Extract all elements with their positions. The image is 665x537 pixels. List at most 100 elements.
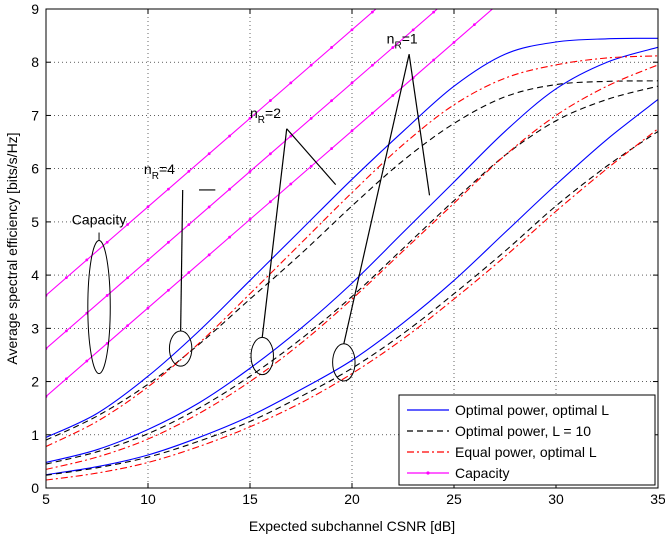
capacity-marker [269, 200, 272, 204]
capacity-marker [146, 306, 150, 310]
capacity-marker [126, 324, 129, 328]
capacity-marker [146, 205, 150, 209]
y-tick-label: 2 [31, 374, 39, 390]
capacity-marker [65, 377, 68, 381]
axis-ticks: 5 10 15 20 25 30 35 0 1 2 3 4 5 6 7 8 9 [31, 1, 665, 507]
annotation-capacity-label: Capacity [72, 212, 126, 228]
capacity-marker [330, 147, 333, 150]
series-line-11 [46, 128, 658, 481]
y-tick-label: 7 [31, 107, 39, 123]
x-tick-label: 25 [446, 491, 462, 507]
capacity-marker [350, 129, 354, 133]
capacity-marker [187, 271, 191, 274]
capacity-marker [350, 81, 354, 85]
capacity-marker [167, 240, 170, 244]
capacity-marker [289, 182, 293, 186]
capacity-marker [248, 116, 252, 120]
capacity-marker [187, 169, 191, 173]
annotation-pointer-5 [408, 54, 431, 196]
series-line-4 [46, 46, 658, 463]
x-tick-label: 35 [650, 491, 665, 507]
series-line-7 [46, 85, 658, 465]
capacity-marker [248, 170, 252, 173]
capacity-marker [187, 223, 191, 227]
y-tick-label: 0 [31, 480, 39, 496]
capacity-marker [248, 218, 252, 221]
capacity-marker [85, 258, 89, 262]
x-tick-label: 15 [242, 491, 258, 507]
capacity-marker [65, 276, 68, 280]
capacity-marker [371, 111, 374, 115]
legend-label-3: Capacity [455, 465, 509, 481]
capacity-marker [473, 23, 476, 27]
capacity-marker [330, 46, 333, 49]
y-tick-label: 4 [31, 267, 39, 283]
series-line-8 [46, 130, 658, 476]
y-tick-label: 5 [31, 214, 39, 230]
capacity-marker [330, 99, 333, 103]
capacity-marker [207, 253, 211, 257]
capacity-marker [167, 288, 170, 292]
capacity-marker [289, 134, 293, 138]
annotation-pointer-0 [180, 189, 184, 332]
capacity-marker [350, 28, 354, 32]
capacity-marker [228, 235, 232, 239]
capacity-marker [228, 187, 232, 191]
capacity-marker [65, 329, 68, 333]
capacity-marker [391, 46, 395, 49]
capacity-marker [411, 28, 415, 32]
x-tick-label: 10 [140, 491, 156, 507]
series-line-5 [46, 99, 658, 476]
annotation-pointer-4 [343, 54, 410, 344]
capacity-marker [167, 187, 170, 191]
legend-label-2: Equal power, optimal L [455, 444, 597, 460]
capacity-marker [126, 223, 129, 226]
series-lines [46, 9, 658, 481]
capacity-marker [269, 99, 272, 102]
y-tick-label: 6 [31, 161, 39, 177]
capacity-marker [105, 240, 109, 244]
capacity-marker [309, 164, 313, 168]
annotation-nr-label-1: nR=4 [144, 161, 175, 182]
capacity-marker [371, 63, 374, 67]
capacity-marker [146, 258, 150, 262]
annotations: Capacity nR=4 nR=2 nR=1 [72, 31, 431, 382]
y-tick-label: 3 [31, 320, 39, 336]
annotation-nr-label-2: nR=2 [250, 105, 281, 126]
capacity-marker [207, 152, 211, 156]
y-tick-label: 1 [31, 427, 39, 443]
capacity-marker [228, 134, 232, 138]
capacity-marker [105, 294, 109, 297]
y-tick-label: 9 [31, 1, 39, 17]
y-tick-label: 8 [31, 54, 39, 70]
capacity-marker [207, 205, 211, 209]
series-line-9 [46, 55, 658, 447]
legend-label-1: Optimal power, L = 10 [455, 423, 591, 439]
series-line-6 [46, 80, 658, 441]
capacity-marker [126, 276, 129, 280]
x-tick-label: 30 [548, 491, 564, 507]
annotation-pointer-2 [261, 128, 288, 338]
capacity-marker [432, 58, 435, 62]
capacity-marker [371, 10, 374, 14]
annotation-pointer-3 [286, 128, 337, 186]
capacity-marker [391, 94, 395, 97]
annotation-nr-label-3: nR=1 [387, 31, 418, 52]
capacity-marker [452, 40, 456, 44]
x-tick-label: 5 [42, 491, 50, 507]
capacity-marker [309, 63, 313, 67]
legend: Optimal power, optimal L Optimal power, L… [398, 394, 656, 486]
x-axis-label: Expected subchannel CSNR [dB] [249, 518, 455, 534]
capacity-marker [289, 81, 293, 85]
legend-label-0: Optimal power, optimal L [455, 402, 609, 418]
legend-marker [426, 471, 430, 475]
x-tick-label: 20 [344, 491, 360, 507]
series-line-10 [46, 64, 658, 470]
capacity-marker [432, 10, 435, 14]
capacity-marker [309, 116, 313, 120]
capacity-marker [85, 359, 89, 363]
capacity-marker [269, 152, 272, 156]
y-axis-label: Average spectral efficiency [bits/s/Hz] [4, 132, 20, 364]
series-line-3 [46, 37, 658, 438]
